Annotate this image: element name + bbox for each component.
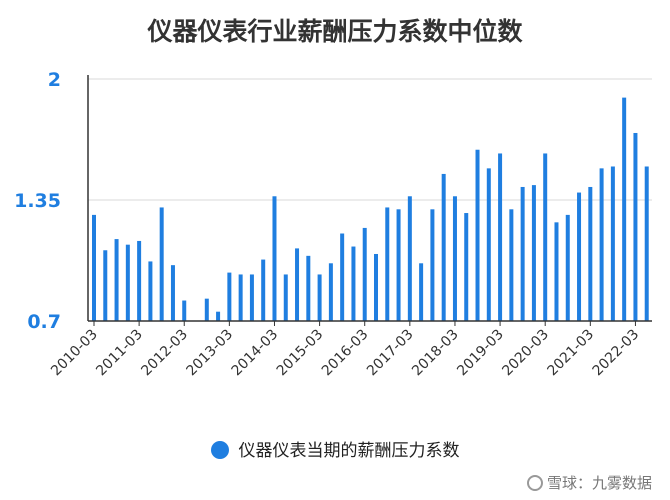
y-tick-labels: 0.7 1.35 2	[14, 69, 61, 333]
bar	[475, 149, 480, 321]
bar	[486, 168, 491, 321]
bar	[204, 298, 209, 321]
bar	[374, 253, 378, 321]
watermark: 雪球：九雾数据	[526, 472, 652, 493]
snowball-icon	[526, 475, 543, 491]
bar	[385, 207, 390, 321]
y-tick-label: 1.35	[14, 190, 61, 212]
x-tick-labels: 2010-032011-032012-032013-032014-032015-…	[48, 327, 642, 380]
x-tick-label: 2021-03	[544, 327, 597, 380]
bar	[125, 244, 130, 321]
bar	[419, 263, 424, 321]
bar	[103, 250, 108, 321]
bar	[137, 240, 142, 321]
bar	[396, 209, 401, 321]
bar	[92, 214, 96, 321]
bar	[441, 173, 446, 321]
bar	[531, 185, 536, 321]
legend: 仪器仪表当期的薪酬压力系数	[0, 436, 670, 461]
bar	[644, 166, 649, 321]
x-tick-label: 2012-03	[138, 327, 191, 380]
bar	[577, 192, 582, 321]
bar	[114, 239, 119, 321]
x-tick-label: 2014-03	[229, 327, 282, 380]
x-tick-label: 2010-03	[48, 327, 101, 380]
bar	[317, 274, 322, 321]
chart-svg: 0.71.352 2010-032011-032012-032013-03201…	[14, 69, 652, 380]
legend-swatch	[210, 441, 229, 459]
x-tick-label: 2011-03	[93, 327, 146, 380]
x-tick-label: 2019-03	[454, 327, 507, 380]
bar	[509, 209, 514, 321]
bar	[588, 186, 593, 321]
bar	[170, 265, 175, 321]
bar	[464, 213, 469, 321]
x-tick-label: 2013-03	[184, 327, 237, 380]
bar	[182, 300, 187, 321]
bars	[92, 97, 649, 321]
bar	[272, 196, 277, 321]
bar	[261, 259, 266, 321]
legend-label: 仪器仪表当期的薪酬压力系数	[238, 441, 460, 461]
bar	[599, 168, 604, 321]
x-tick-label: 2018-03	[409, 327, 462, 380]
bar	[452, 196, 457, 321]
y-tick-label: 2	[48, 69, 61, 91]
bar	[407, 196, 412, 321]
bar	[249, 274, 254, 321]
watermark-text: 雪球：九雾数据	[546, 474, 652, 492]
x-tick-label: 2015-03	[274, 327, 327, 380]
bar	[554, 222, 559, 321]
bar	[306, 255, 311, 321]
bar	[543, 153, 548, 321]
bar	[565, 214, 570, 321]
gridlines	[88, 78, 652, 201]
bar	[520, 186, 525, 321]
bar	[622, 97, 627, 321]
x-tick-label: 2017-03	[364, 327, 417, 380]
y-tick-label: 0.7	[27, 311, 61, 333]
bar	[351, 246, 356, 321]
bar	[295, 248, 300, 321]
bar	[283, 274, 288, 321]
x-tick-label: 2016-03	[319, 327, 372, 380]
axes	[87, 75, 652, 326]
bar	[238, 274, 243, 321]
bar	[227, 272, 232, 321]
x-tick-label: 2022-03	[590, 327, 643, 380]
bar	[159, 207, 164, 321]
chart-title: 仪器仪表行业薪酬压力系数中位数	[147, 17, 523, 46]
bar	[340, 233, 345, 321]
bar	[498, 153, 503, 321]
bar	[216, 311, 221, 321]
bar	[148, 261, 153, 321]
x-tick-label: 2020-03	[499, 327, 552, 380]
bar	[430, 209, 435, 321]
bar	[362, 227, 367, 321]
bar	[633, 132, 638, 321]
bar	[610, 166, 615, 321]
bar	[328, 263, 333, 321]
